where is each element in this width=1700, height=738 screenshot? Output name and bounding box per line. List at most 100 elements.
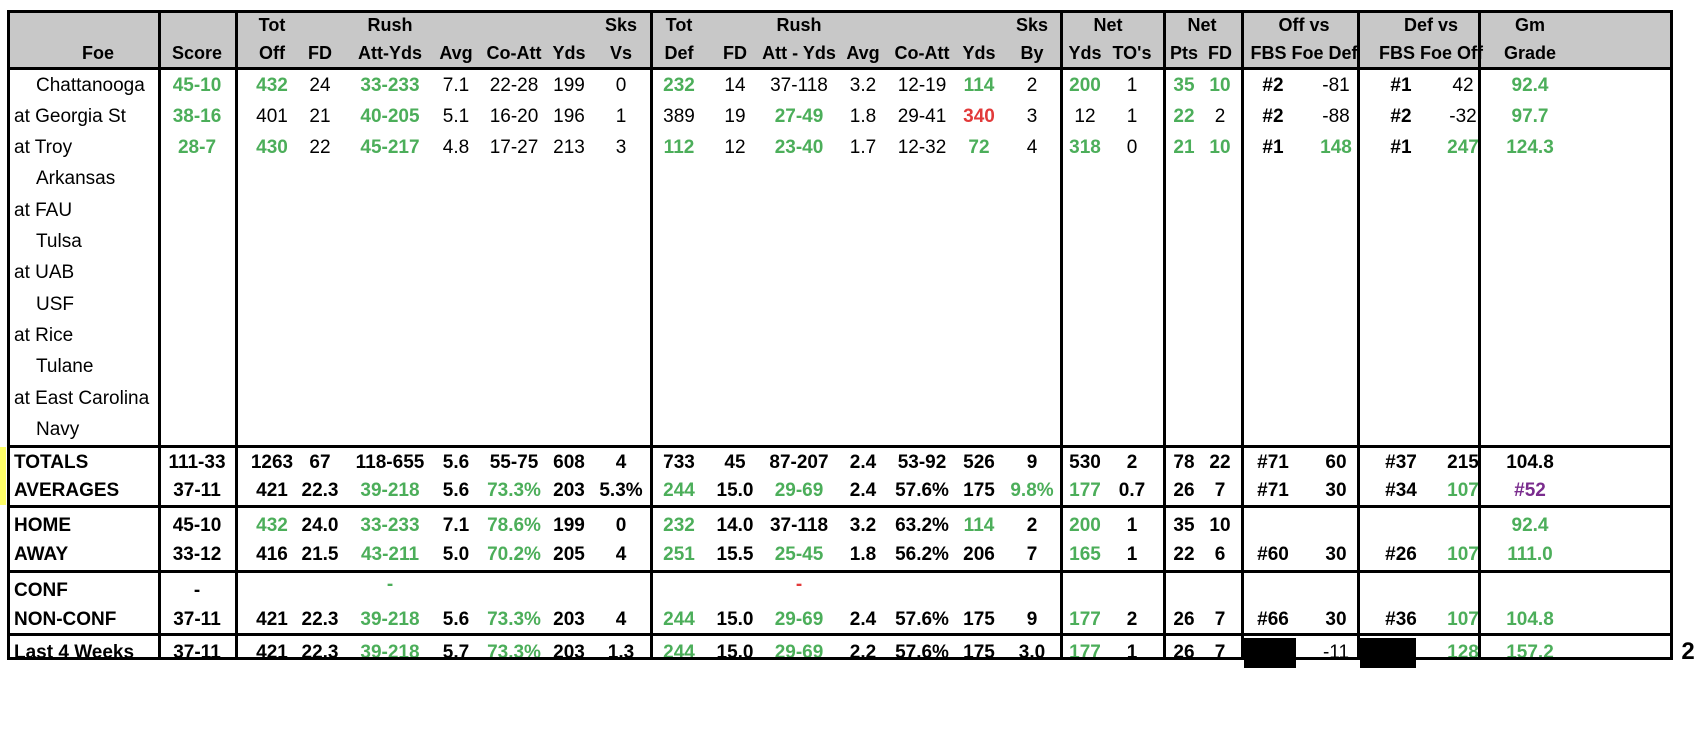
foe-name: USF bbox=[36, 293, 74, 315]
foe-name: at Rice bbox=[14, 324, 74, 346]
header-label: Def vs bbox=[1403, 15, 1459, 35]
stat-cell: 430 bbox=[256, 137, 288, 159]
summary-cell: 157.2 bbox=[1506, 641, 1554, 663]
summary-cell: - bbox=[386, 573, 394, 595]
stat-cell: 3 bbox=[1026, 105, 1038, 127]
summary-cell: 175 bbox=[963, 608, 995, 630]
stat-cell: -32 bbox=[1449, 105, 1477, 127]
overflow-label: 2 bbox=[1681, 638, 1695, 665]
summary-cell: 4 bbox=[615, 543, 627, 565]
summary-cell: #71 bbox=[1257, 451, 1289, 473]
stat-cell: 22 bbox=[1173, 105, 1195, 127]
stat-cell: 199 bbox=[553, 74, 585, 96]
header-label: FBS Foe Off bbox=[1379, 43, 1483, 63]
stat-cell: 401 bbox=[256, 105, 288, 127]
summary-cell: 29-69 bbox=[774, 608, 824, 630]
summary-cell: 22.3 bbox=[301, 641, 339, 663]
stat-cell: 4.8 bbox=[442, 137, 470, 159]
stat-cell: 27-49 bbox=[774, 105, 824, 127]
summary-cell: 29-69 bbox=[774, 479, 824, 501]
summary-cell: -11 bbox=[1322, 641, 1350, 663]
summary-cell: 111-33 bbox=[168, 451, 226, 473]
summary-cell: 21.5 bbox=[301, 543, 339, 565]
row-divider bbox=[8, 570, 1672, 573]
summary-cell: 5.3% bbox=[599, 479, 643, 501]
stat-cell: 213 bbox=[553, 137, 585, 159]
stat-cell: 24 bbox=[309, 74, 331, 96]
summary-cell: 2 bbox=[1126, 608, 1138, 630]
summary-cell: 7 bbox=[1214, 479, 1226, 501]
foe-name: at Georgia St bbox=[14, 105, 126, 127]
column-divider bbox=[157, 10, 161, 660]
header-label: FD bbox=[1208, 43, 1232, 63]
column-divider bbox=[6, 10, 10, 660]
summary-cell: #37 bbox=[1385, 451, 1417, 473]
foe-name: Chattanooga bbox=[36, 74, 145, 96]
summary-cell: 1 bbox=[1126, 641, 1138, 663]
summary-cell: 33-12 bbox=[172, 543, 222, 565]
stat-cell: 12 bbox=[724, 137, 746, 159]
stat-cell: 3 bbox=[615, 137, 627, 159]
summary-cell: 5.6 bbox=[442, 479, 470, 501]
summary-cell: #71 bbox=[1257, 479, 1289, 501]
header-label: By bbox=[1020, 43, 1044, 63]
summary-cell: 60 bbox=[1325, 451, 1347, 473]
summary-cell: 733 bbox=[663, 451, 695, 473]
summary-cell: 232 bbox=[663, 514, 695, 536]
stat-cell: 4 bbox=[1026, 137, 1038, 159]
header-background bbox=[8, 10, 1671, 68]
column-divider bbox=[234, 10, 238, 660]
stat-cell: 40-205 bbox=[360, 105, 420, 127]
stat-cell: 14 bbox=[724, 74, 746, 96]
header-label: Yds bbox=[552, 43, 586, 63]
stat-cell: 23-40 bbox=[774, 137, 824, 159]
summary-cell: 26 bbox=[1173, 479, 1195, 501]
summary-cell: 6 bbox=[1214, 543, 1226, 565]
summary-cell: 35 bbox=[1173, 514, 1195, 536]
stat-cell: 7.1 bbox=[442, 74, 470, 96]
summary-cell: 416 bbox=[256, 543, 288, 565]
summary-cell: 608 bbox=[553, 451, 585, 473]
summary-cell: 4 bbox=[615, 451, 627, 473]
stat-cell: 29-41 bbox=[897, 105, 947, 127]
stat-cell: 33-233 bbox=[360, 74, 420, 96]
stat-cell: #2 bbox=[1262, 74, 1284, 96]
stat-cell: 12-32 bbox=[897, 137, 947, 159]
summary-cell: 199 bbox=[553, 514, 585, 536]
foe-name: at UAB bbox=[14, 262, 75, 284]
summary-cell: 1 bbox=[1126, 514, 1138, 536]
stat-cell: 72 bbox=[968, 137, 990, 159]
summary-cell: 215 bbox=[1447, 451, 1479, 473]
stat-cell: 45-217 bbox=[360, 137, 420, 159]
summary-cell: 2.4 bbox=[849, 608, 877, 630]
stat-cell: 45-10 bbox=[172, 74, 222, 96]
stat-cell: 0 bbox=[1126, 137, 1138, 159]
header-label: Rush bbox=[367, 15, 413, 35]
foe-name: Navy bbox=[36, 418, 80, 440]
summary-cell: 37-11 bbox=[173, 479, 221, 501]
header-label: Gm bbox=[1514, 15, 1545, 35]
summary-cell: 55-75 bbox=[489, 451, 539, 473]
stat-cell: #1 bbox=[1390, 74, 1412, 96]
summary-cell: 1.3 bbox=[607, 641, 635, 663]
header-label: Avg bbox=[439, 43, 473, 63]
stat-cell: 318 bbox=[1069, 137, 1101, 159]
summary-cell: 0.7 bbox=[1118, 479, 1146, 501]
summary-cell: 9.8% bbox=[1010, 479, 1054, 501]
stat-cell: 1 bbox=[615, 105, 627, 127]
stat-cell: -81 bbox=[1322, 74, 1350, 96]
summary-cell: 37-118 bbox=[769, 514, 829, 536]
summary-cell: 200 bbox=[1069, 514, 1101, 536]
highlight-mark bbox=[0, 447, 6, 505]
stat-cell: 21 bbox=[1173, 137, 1195, 159]
summary-cell: 7 bbox=[1026, 543, 1038, 565]
row-divider bbox=[8, 505, 1672, 508]
summary-cell: 104.8 bbox=[1506, 608, 1554, 630]
summary-cell: 2.4 bbox=[849, 451, 877, 473]
summary-cell: 432 bbox=[256, 514, 288, 536]
stat-cell: 2 bbox=[1026, 74, 1038, 96]
summary-cell: 26 bbox=[1173, 641, 1195, 663]
stat-cell: #2 bbox=[1262, 105, 1284, 127]
header-label: Off bbox=[259, 43, 285, 63]
summary-cell: 30 bbox=[1325, 479, 1347, 501]
